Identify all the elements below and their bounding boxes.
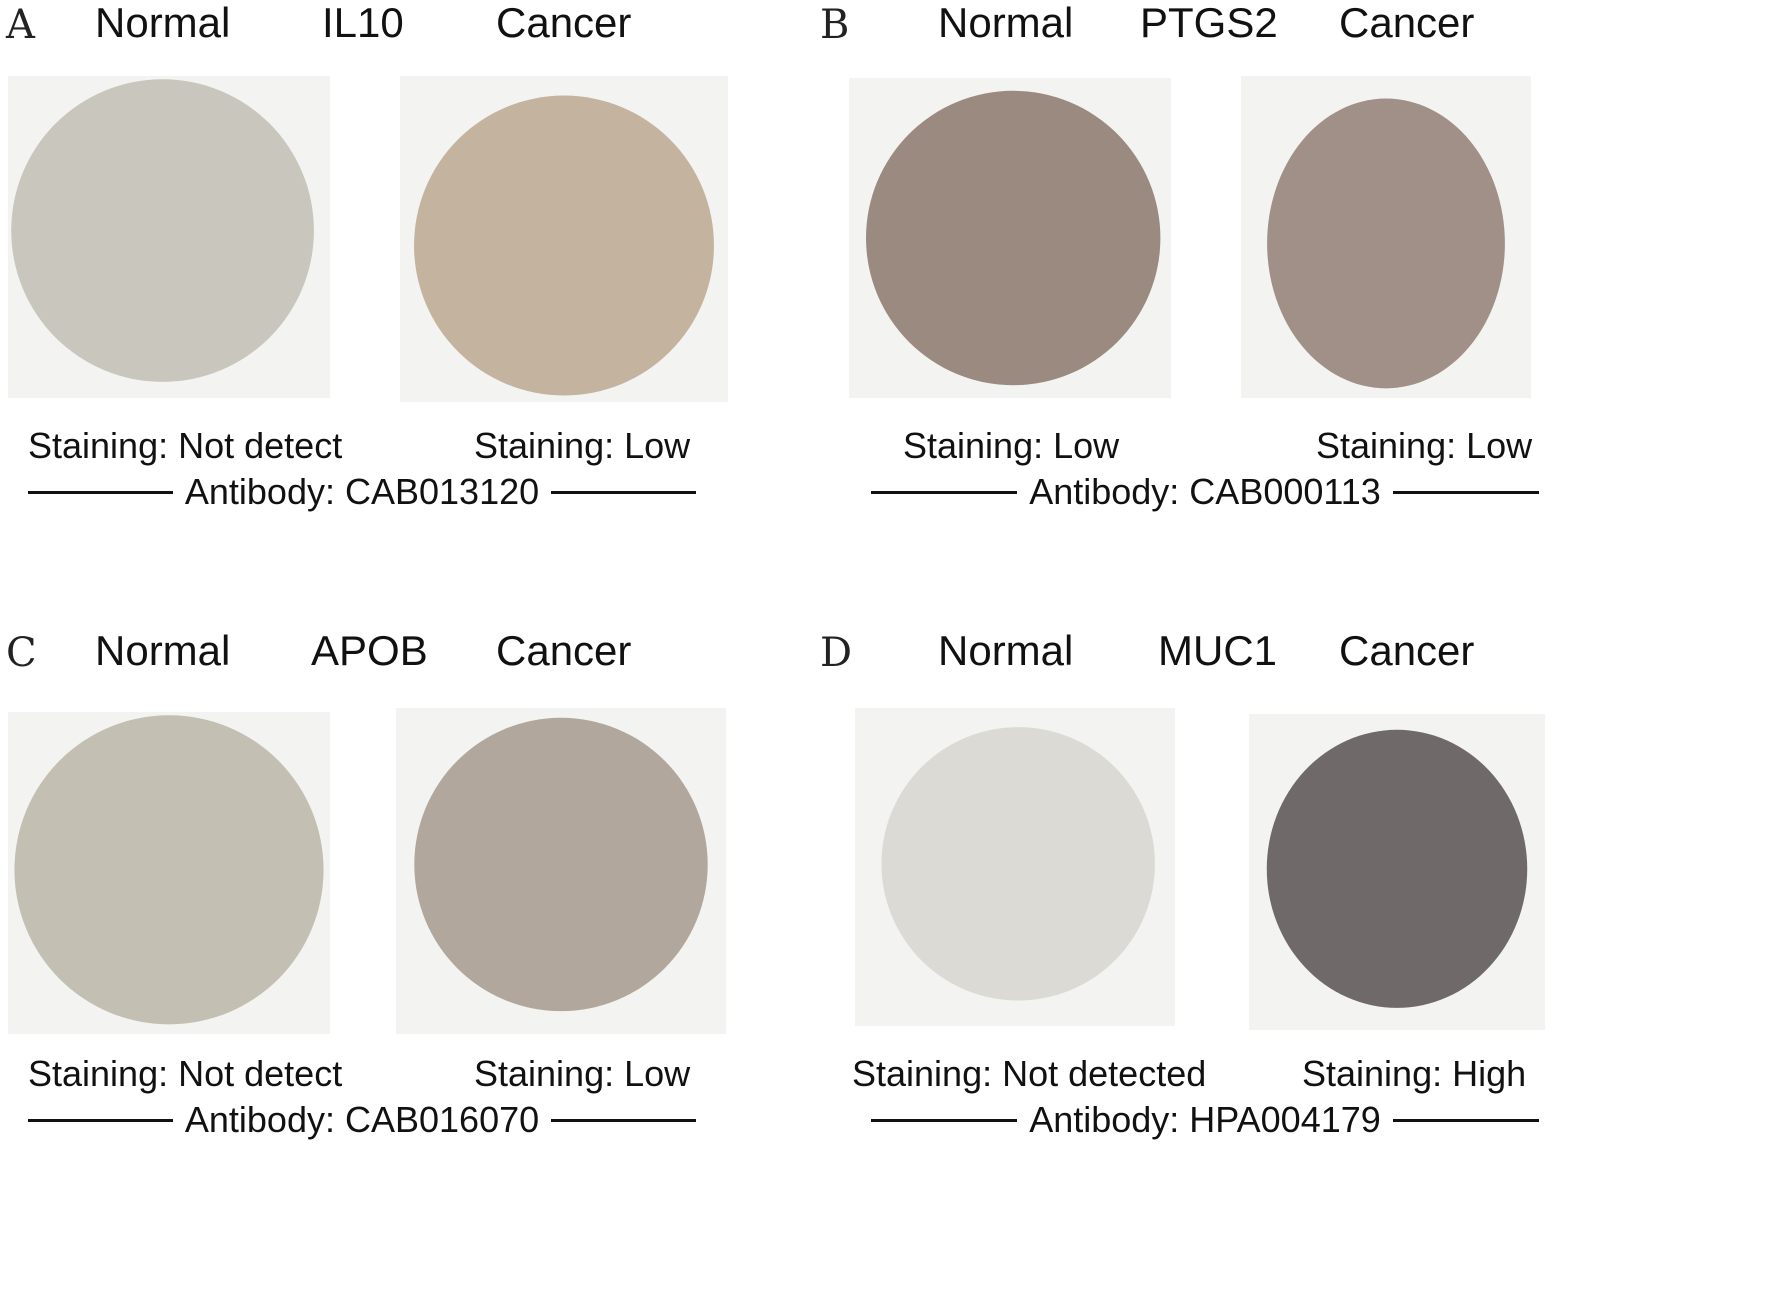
normal-header: Normal (938, 0, 1074, 46)
normal-staining-label: Staining: Not detect (28, 425, 343, 466)
panel-letter: B (820, 2, 850, 48)
normal-tissue-image (8, 712, 330, 1034)
panel-letter: C (6, 630, 37, 676)
gene-header: IL10 (322, 0, 404, 46)
gene-header: APOB (311, 627, 428, 674)
antibody-rule-left (871, 1118, 1018, 1122)
panel-a: A Normal IL10 Cancer Staining: Not detec… (0, 0, 885, 644)
tissue-core (414, 717, 708, 1012)
cancer-staining-label: Staining: High (1302, 1053, 1527, 1094)
normal-tissue-image (8, 76, 330, 398)
antibody-row: Antibody: CAB016070 (28, 1099, 697, 1140)
panel-letter: A (6, 2, 35, 48)
antibody-row: Antibody: CAB000113 (871, 472, 1539, 512)
antibody-rule-left (871, 490, 1018, 494)
panel-letter: D (820, 630, 853, 676)
normal-header: Normal (938, 627, 1074, 674)
tissue-core (881, 727, 1155, 1001)
tissue-core (1266, 729, 1528, 1008)
antibody-rule-left (28, 490, 173, 494)
antibody-label: Antibody: CAB016070 (184, 1099, 540, 1140)
normal-staining-label: Staining: Not detected (852, 1053, 1207, 1094)
antibody-label: Antibody: HPA004179 (1029, 1099, 1381, 1140)
normal-header: Normal (95, 627, 231, 674)
normal-header: Normal (95, 0, 231, 46)
antibody-row: Antibody: HPA004179 (871, 1100, 1539, 1140)
panel-b: B Normal PTGS2 Cancer Staining: Low Stai… (820, 0, 1770, 644)
antibody-rule-right (1392, 1118, 1539, 1122)
antibody-label: Antibody: CAB013120 (184, 471, 540, 512)
gene-header: PTGS2 (1140, 0, 1278, 46)
tissue-core (1267, 98, 1505, 389)
tissue-core (14, 715, 324, 1025)
tissue-core (414, 95, 714, 396)
tissue-core (11, 79, 314, 382)
normal-staining-label: Staining: Not detect (28, 1053, 343, 1094)
antibody-rule-left (28, 1118, 173, 1122)
antibody-rule-right (1392, 490, 1539, 494)
cancer-header: Cancer (496, 0, 632, 46)
normal-tissue-image (849, 78, 1171, 398)
cancer-staining-label: Staining: Low (1316, 425, 1533, 466)
cancer-tissue-image (396, 708, 726, 1034)
normal-staining-label: Staining: Low (903, 425, 1120, 466)
cancer-header: Cancer (496, 627, 632, 674)
normal-tissue-image (855, 708, 1175, 1026)
panel-d: D Normal MUC1 Cancer Staining: Not detec… (820, 627, 1770, 1272)
cancer-header: Cancer (1339, 0, 1475, 46)
antibody-label: Antibody: CAB000113 (1029, 471, 1381, 512)
tissue-core (866, 90, 1161, 386)
antibody-row: Antibody: CAB013120 (28, 471, 697, 512)
antibody-rule-right (551, 490, 697, 494)
cancer-staining-label: Staining: Low (474, 425, 691, 466)
cancer-tissue-image (1241, 76, 1531, 398)
panel-c: C Normal APOB Cancer Staining: Not detec… (0, 628, 885, 1272)
cancer-tissue-image (1249, 714, 1545, 1030)
cancer-header: Cancer (1339, 627, 1475, 674)
gene-header: MUC1 (1158, 627, 1278, 674)
cancer-staining-label: Staining: Low (474, 1053, 691, 1094)
cancer-tissue-image (400, 76, 728, 402)
antibody-rule-right (551, 1118, 697, 1122)
